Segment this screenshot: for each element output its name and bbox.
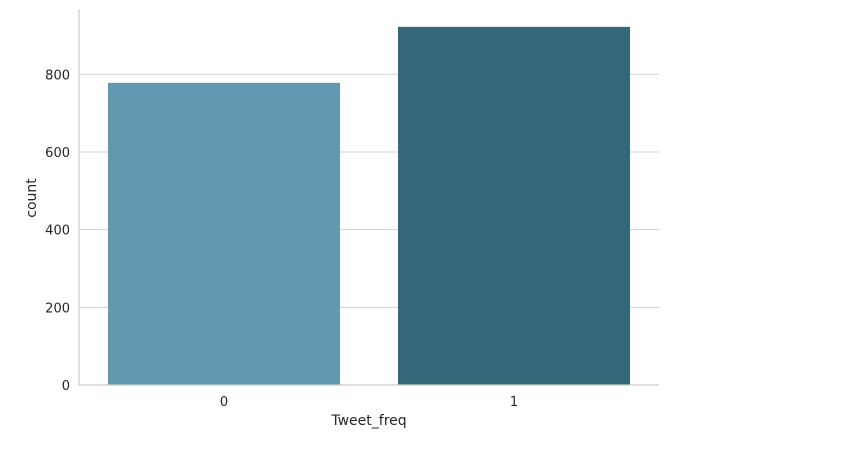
x-axis-label: Tweet_freq: [330, 413, 406, 429]
bars: [108, 26, 630, 386]
x-tick-label: 1: [510, 395, 518, 410]
y-tick-label: 200: [45, 301, 70, 316]
y-tick-label: 600: [45, 146, 70, 161]
bar-0: [108, 82, 340, 386]
x-tick-label: 0: [220, 395, 228, 410]
bar-1: [398, 26, 630, 386]
y-tick-label: 400: [45, 224, 70, 239]
axes: [78, 9, 659, 386]
y-tick-label: 800: [45, 68, 70, 83]
tick-labels: 0 200 400 600 800 0 1: [45, 68, 518, 410]
y-tick-label: 0: [62, 379, 70, 394]
y-axis-label: count: [24, 178, 40, 218]
